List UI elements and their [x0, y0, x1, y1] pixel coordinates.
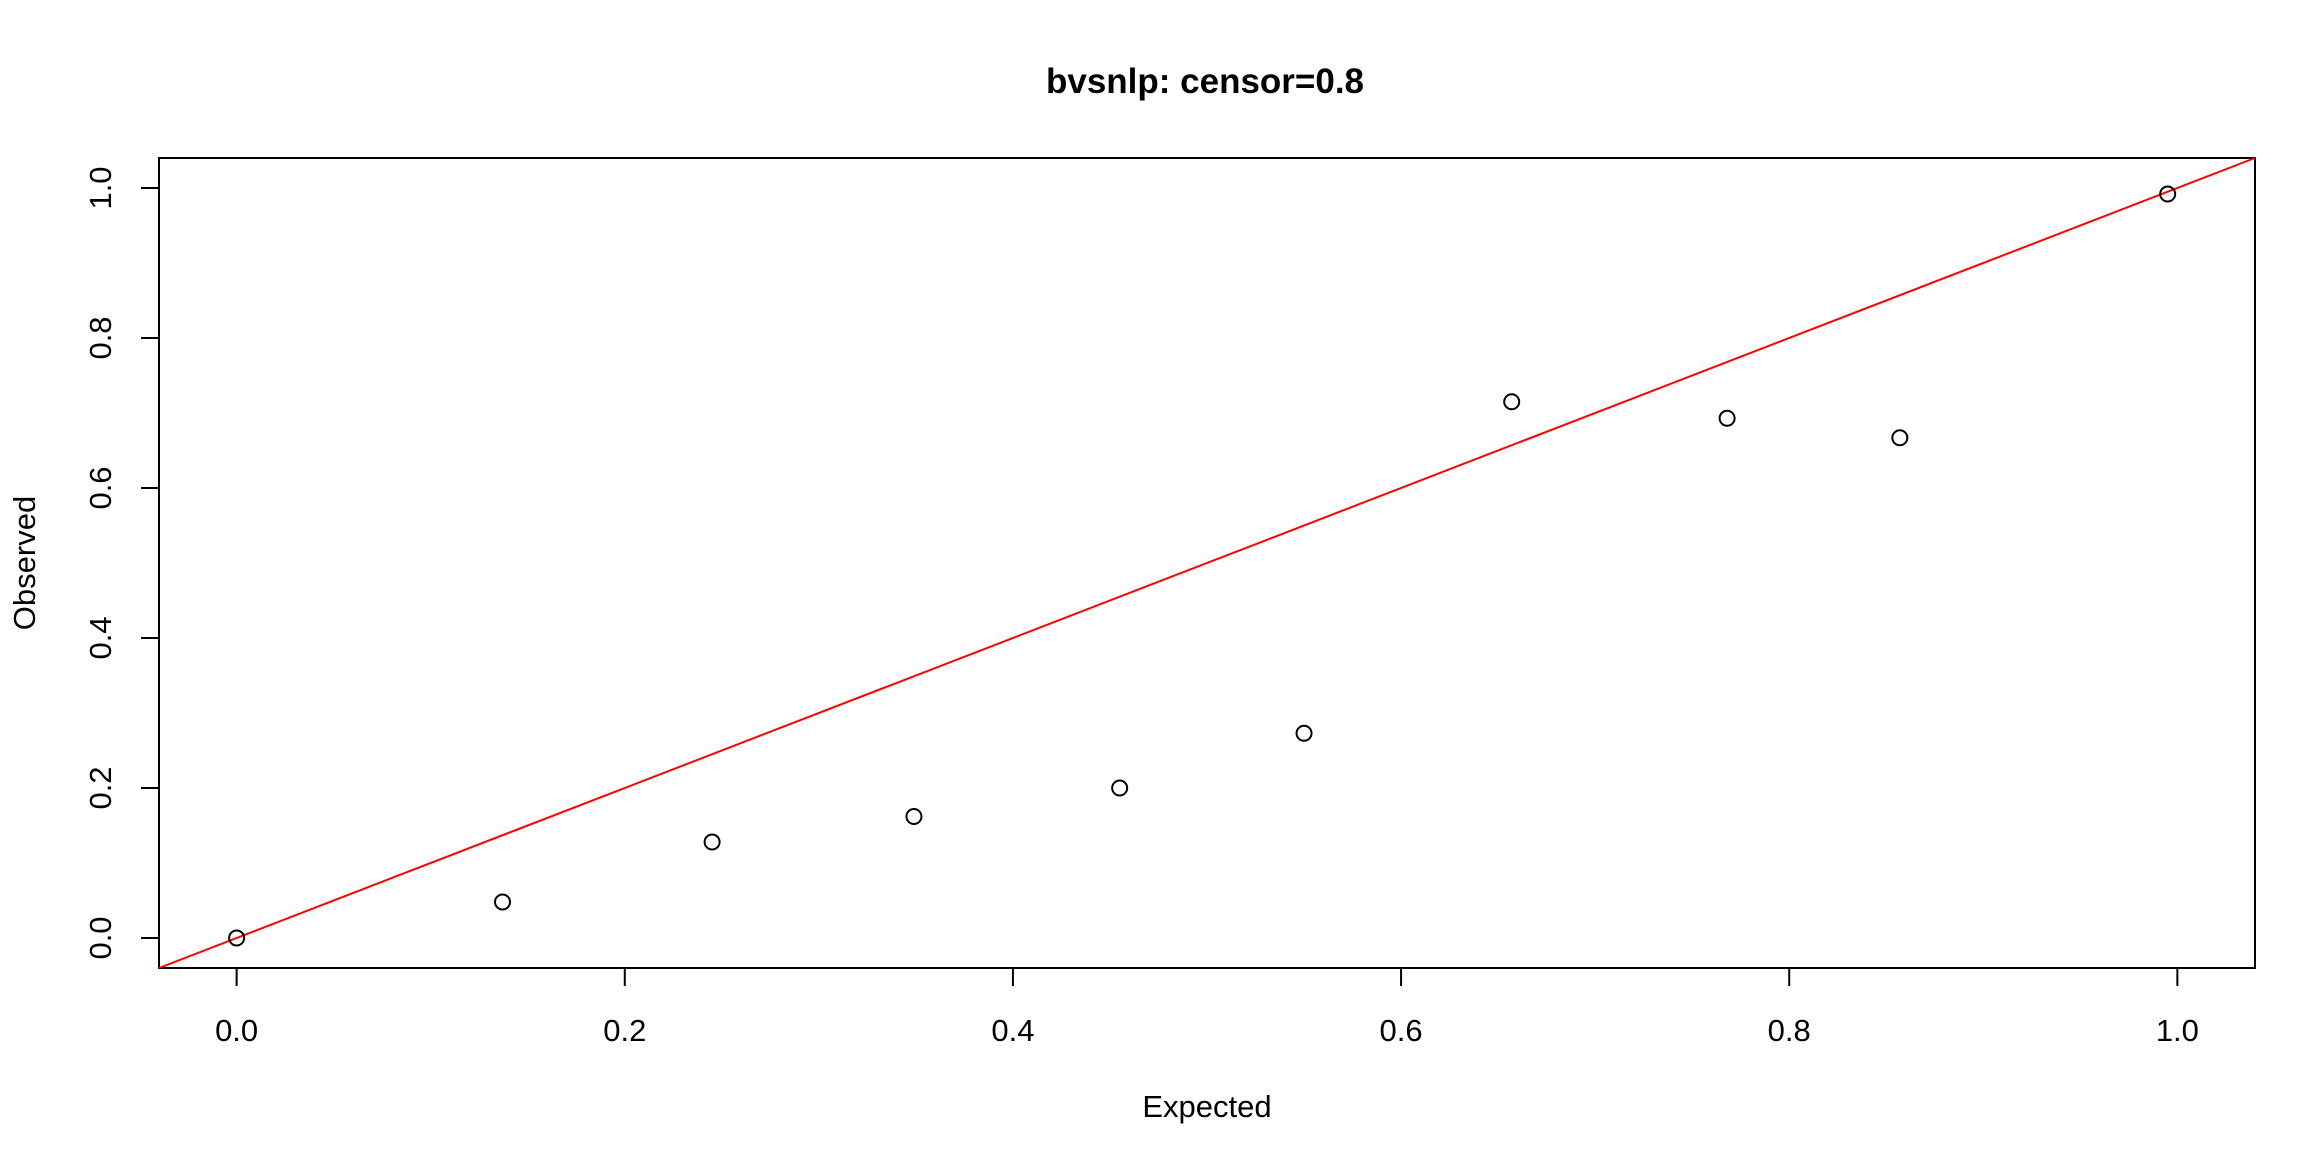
- y-tick-label: 0.8: [83, 316, 118, 359]
- x-tick-label: 0.4: [991, 1013, 1034, 1048]
- data-point: [905, 808, 923, 825]
- data-point: [494, 893, 512, 911]
- data-point: [2159, 185, 2177, 203]
- x-tick-label: 0.0: [215, 1013, 258, 1048]
- x-axis: 0.0 0.2 0.4 0.6 0.8 1.0: [215, 967, 2199, 1048]
- x-tick-label: 0.6: [1380, 1013, 1423, 1048]
- data-point: [1111, 779, 1129, 797]
- chart-title: bvsnlp: censor=0.8: [1046, 62, 1364, 101]
- data-point: [703, 833, 721, 851]
- y-axis: 0.0 0.2 0.4 0.6 0.8 1.0: [83, 166, 160, 960]
- reference-line-layer: [158, 157, 2256, 969]
- x-tick-label: 0.8: [1768, 1013, 1811, 1048]
- x-tick-label: 1.0: [2156, 1013, 2199, 1048]
- data-point: [1718, 409, 1736, 427]
- data-point: [1891, 429, 1909, 447]
- points-layer: [228, 185, 2177, 947]
- y-tick-label: 0.2: [83, 766, 118, 809]
- data-point: [1503, 393, 1521, 411]
- y-tick-label: 0.0: [83, 916, 118, 959]
- y-tick-label: 0.6: [83, 466, 118, 509]
- data-point: [228, 929, 246, 947]
- x-tick-label: 0.2: [603, 1013, 646, 1048]
- y-tick-label: 0.4: [83, 616, 118, 659]
- data-point: [1295, 724, 1313, 742]
- x-axis-label: Expected: [1142, 1089, 1271, 1124]
- y-axis-label: Observed: [7, 496, 42, 630]
- y-tick-label: 1.0: [83, 166, 118, 209]
- reference-line: [158, 157, 2256, 969]
